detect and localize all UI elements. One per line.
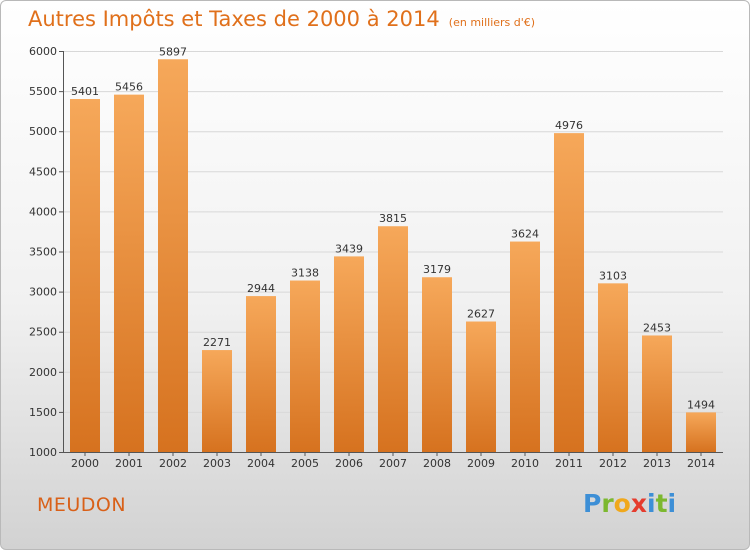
x-tick-label-2007: 2007: [379, 457, 407, 470]
x-tick-label-2004: 2004: [247, 457, 275, 470]
x-tick-label-2013: 2013: [643, 457, 671, 470]
bar-2005: [290, 280, 320, 452]
y-tick-label: 4000: [29, 205, 57, 218]
y-tick-label: 1500: [29, 406, 57, 419]
y-tick-label: 4500: [29, 165, 57, 178]
x-tick-label-2001: 2001: [115, 457, 143, 470]
y-tick-label: 2500: [29, 326, 57, 339]
proxiti-logo: Proxiti: [583, 489, 676, 518]
data-label-2000: 5401: [71, 85, 99, 98]
bar-2011: [554, 133, 584, 452]
data-label-2005: 3138: [291, 267, 319, 280]
data-label-2008: 3179: [423, 263, 451, 276]
x-tick-label-2005: 2005: [291, 457, 319, 470]
x-tick-label-2006: 2006: [335, 457, 363, 470]
x-tick-label-2010: 2010: [511, 457, 539, 470]
bar-2001: [114, 94, 144, 453]
y-tick-label: 1000: [29, 446, 57, 459]
y-tick-labels: 1000 1500 2000 2500 3000 3500 4000 4500 5000 5500…: [29, 45, 57, 459]
bar-2009: [466, 321, 496, 452]
logo-letter: x: [630, 489, 647, 518]
y-tick-label: 6000: [29, 45, 57, 58]
x-tick-label-2009: 2009: [467, 457, 495, 470]
chart-title-block: Autres Impôts et Taxes de 2000 à 2014 (e…: [28, 7, 535, 31]
data-label-2006: 3439: [335, 242, 363, 255]
logo-letter: i: [647, 489, 656, 518]
bar-2010: [510, 241, 540, 452]
bar-2014: [686, 412, 716, 452]
data-label-2009: 2627: [467, 308, 495, 321]
bar-2008: [422, 277, 452, 452]
bar-2012: [598, 283, 628, 452]
x-tick-labels: 2000 2001 2002 2003 2004 2005 2006 2007 2008 2009…: [71, 457, 715, 470]
logo-letter: o: [613, 489, 631, 518]
y-tick-label: 3000: [29, 286, 57, 299]
y-tick-label: 3500: [29, 246, 57, 259]
data-label-2014: 1494: [687, 398, 715, 411]
bar-2013: [642, 335, 672, 452]
x-tick-label-2000: 2000: [71, 457, 99, 470]
chart-subtitle: (en milliers d'€): [448, 16, 536, 29]
data-label-2004: 2944: [247, 282, 275, 295]
data-label-2012: 3103: [599, 269, 627, 282]
x-tick-label-2003: 2003: [203, 457, 231, 470]
bar-2004: [246, 296, 276, 452]
logo-letter: P: [583, 489, 602, 518]
bar-2006: [334, 256, 364, 452]
y-tick-label: 5000: [29, 125, 57, 138]
data-label-2011: 4976: [555, 119, 583, 132]
bar-2007: [378, 226, 408, 452]
data-label-2003: 2271: [203, 336, 231, 349]
bar-2002: [158, 59, 188, 453]
y-tick-label: 2000: [29, 366, 57, 379]
x-tick-label-2011: 2011: [555, 457, 583, 470]
data-label-2013: 2453: [643, 321, 671, 334]
bars: [70, 59, 716, 453]
logo-letter: i: [667, 489, 677, 518]
x-tick-label-2008: 2008: [423, 457, 451, 470]
x-tick-label-2014: 2014: [687, 457, 715, 470]
axes: [59, 51, 723, 456]
logo-letter: t: [655, 489, 668, 518]
chart-title: Autres Impôts et Taxes de 2000 à 2014: [28, 7, 440, 31]
x-tick-label-2012: 2012: [599, 457, 627, 470]
logo-letter: r: [601, 489, 614, 518]
data-label-2002: 5897: [159, 45, 187, 58]
bar-2003: [202, 350, 232, 452]
city-name: MEUDON: [37, 494, 127, 516]
data-label-2001: 5456: [115, 81, 143, 94]
y-tick-label: 5500: [29, 85, 57, 98]
data-labels: 5401 5456 5897 2271 2944 3138 3439 3815 3179 2627…: [71, 45, 715, 411]
data-label-2007: 3815: [379, 212, 407, 225]
bar-2000: [70, 99, 100, 453]
x-tick-label-2002: 2002: [159, 457, 187, 470]
data-label-2010: 3624: [511, 228, 539, 241]
